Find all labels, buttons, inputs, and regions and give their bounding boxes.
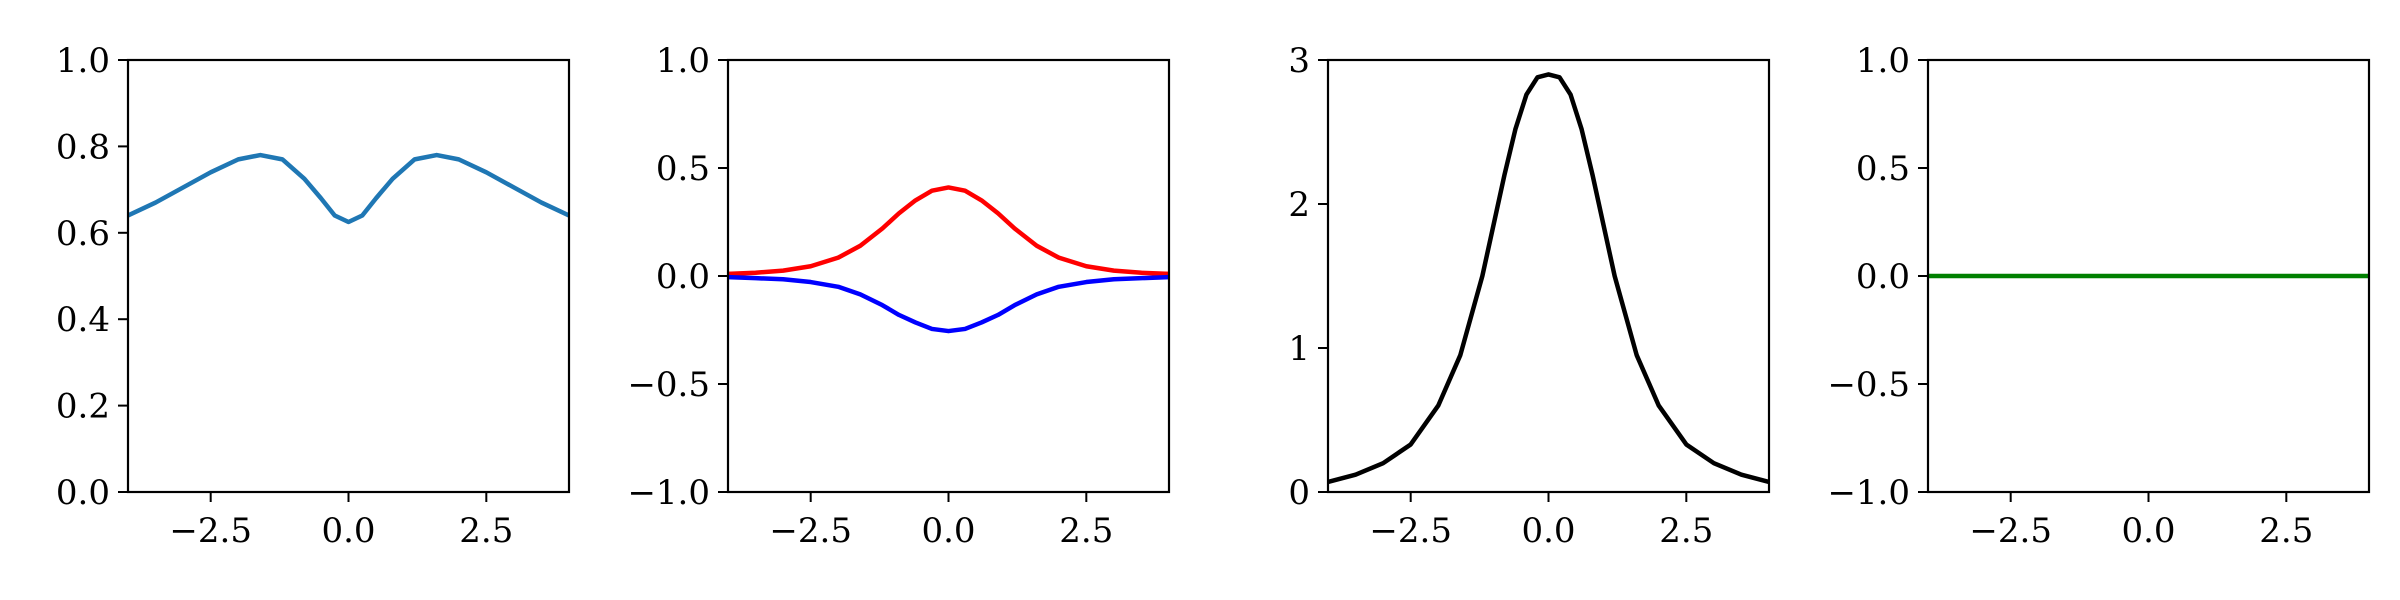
subplot-2-y-tick-label: 0.5	[656, 149, 710, 189]
subplot-2-y-tick-label: 1.0	[656, 41, 710, 81]
subplot-3: −2.5 0.0 2.5 0 1 2 3	[1288, 41, 1771, 551]
subplot-1-y-tick-label: 0.2	[56, 387, 110, 427]
subplot-4-y-tick-label: 0.5	[1856, 149, 1910, 189]
subplot-2-x-tick-label: −2.5	[769, 511, 852, 551]
subplot-3-y-tick-label: 2	[1288, 185, 1310, 225]
subplot-1: −2.5 0.0 2.5 0.0 0.2 0.4 0.6 0.8 1.0	[56, 41, 571, 551]
subplot-3-x-tick-label: 2.5	[1659, 511, 1713, 551]
subplot-2-x-tick-label: 2.5	[1059, 511, 1113, 551]
subplot-2: −2.5 0.0 2.5 −1.0 −0.5 0.0 0.5 1.0	[627, 41, 1171, 551]
subplot-2-series-line-1	[728, 185, 1169, 277]
subplot-3-series-line-1	[1328, 72, 1769, 485]
subplot-1-x-tick-label: 2.5	[459, 511, 513, 551]
subplot-4-y-tick-label: 1.0	[1856, 41, 1910, 81]
subplot-3-x-tick-label: 0.0	[1521, 511, 1575, 551]
subplot-1-x-tick-label: −2.5	[169, 511, 252, 551]
subplot-4-x-tick-label: 2.5	[2259, 511, 2313, 551]
subplot-4: −2.5 0.0 2.5 −1.0 −0.5 0.0 0.5 1.0	[1827, 41, 2371, 551]
subplot-2-series-line-2	[728, 274, 1169, 334]
subplot-4-y-tick-label: 0.0	[1856, 257, 1910, 297]
subplot-1-series-line-1	[128, 152, 569, 225]
subplot-1-y-tick-label: 0.4	[56, 300, 110, 340]
subplot-1-y-tick-label: 0.8	[56, 127, 110, 167]
subplot-4-x-tick-label: −2.5	[1969, 511, 2052, 551]
subplot-3-axes-frame	[1326, 58, 1771, 494]
subplot-2-y-tick-label: −1.0	[627, 473, 710, 513]
subplot-4-y-tick-label: −0.5	[1827, 365, 1910, 405]
subplot-1-y-tick-label: 0.6	[56, 214, 110, 254]
subplot-2-y-tick-label: −0.5	[627, 365, 710, 405]
subplot-3-y-tick-label: 1	[1288, 329, 1310, 369]
subplot-2-x-tick-label: 0.0	[921, 511, 975, 551]
subplot-1-x-tick-label: 0.0	[321, 511, 375, 551]
subplot-3-x-tick-label: −2.5	[1369, 511, 1452, 551]
subplot-3-y-tick-label: 3	[1288, 41, 1310, 81]
subplot-4-y-tick-label: −1.0	[1827, 473, 1910, 513]
subplot-1-axes-frame	[126, 58, 571, 494]
subplot-2-y-tick-label: 0.0	[656, 257, 710, 297]
subplot-3-y-tick-label: 0	[1288, 473, 1310, 513]
subplot-2-axes-frame	[726, 58, 1171, 494]
subplot-1-y-tick-label: 0.0	[56, 473, 110, 513]
subplot-1-y-tick-label: 1.0	[56, 41, 110, 81]
subplot-4-x-tick-label: 0.0	[2121, 511, 2175, 551]
